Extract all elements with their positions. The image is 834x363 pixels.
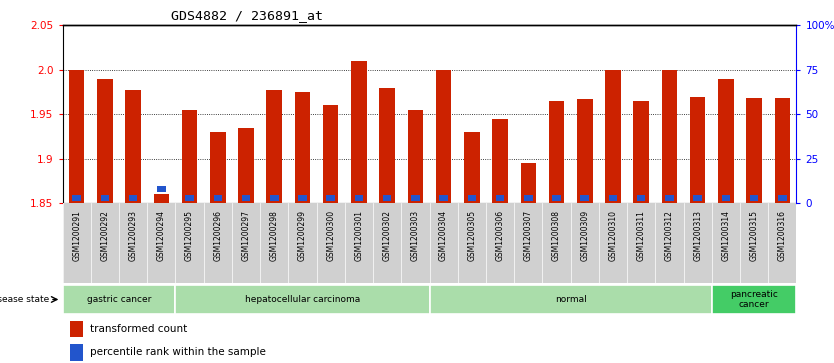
Bar: [97, 79, 113, 203]
Text: GSM1200299: GSM1200299: [298, 210, 307, 261]
FancyBboxPatch shape: [175, 285, 430, 314]
Text: GSM1200303: GSM1200303: [411, 210, 420, 261]
Bar: [153, 195, 169, 203]
Bar: [468, 195, 476, 201]
Text: GSM1200295: GSM1200295: [185, 210, 194, 261]
Text: GSM1200311: GSM1200311: [636, 210, 646, 261]
Text: GSM1200296: GSM1200296: [214, 210, 223, 261]
Bar: [242, 195, 250, 201]
Bar: [775, 98, 790, 203]
Text: GSM1200310: GSM1200310: [609, 210, 617, 261]
Bar: [354, 195, 364, 201]
Text: GSM1200313: GSM1200313: [693, 210, 702, 261]
Text: GSM1200312: GSM1200312: [665, 210, 674, 261]
Text: pancreatic
cancer: pancreatic cancer: [731, 290, 778, 309]
Bar: [267, 90, 282, 203]
Text: GSM1200294: GSM1200294: [157, 210, 166, 261]
Bar: [440, 195, 448, 201]
Bar: [577, 99, 592, 203]
Bar: [411, 195, 420, 201]
Bar: [520, 163, 536, 203]
Bar: [436, 70, 451, 203]
FancyBboxPatch shape: [711, 285, 796, 314]
Bar: [294, 92, 310, 203]
Bar: [73, 195, 81, 201]
Bar: [299, 195, 307, 201]
Text: GSM1200292: GSM1200292: [100, 210, 109, 261]
Bar: [552, 195, 560, 201]
Bar: [157, 186, 166, 192]
Bar: [125, 90, 141, 203]
Bar: [492, 119, 508, 203]
Bar: [69, 70, 84, 203]
Bar: [637, 195, 646, 201]
Bar: [379, 88, 395, 203]
Text: GSM1200298: GSM1200298: [269, 210, 279, 261]
Bar: [323, 106, 339, 203]
Bar: [383, 195, 391, 201]
FancyBboxPatch shape: [63, 285, 175, 314]
Text: GDS4882 / 236891_at: GDS4882 / 236891_at: [171, 9, 323, 22]
Bar: [239, 128, 254, 203]
Bar: [326, 195, 335, 201]
Text: gastric cancer: gastric cancer: [87, 295, 151, 304]
Text: GSM1200307: GSM1200307: [524, 210, 533, 261]
Bar: [693, 195, 702, 201]
Bar: [101, 195, 109, 201]
Text: disease state: disease state: [0, 295, 48, 304]
FancyBboxPatch shape: [430, 285, 711, 314]
Text: normal: normal: [555, 295, 586, 304]
Bar: [605, 70, 620, 203]
Text: transformed count: transformed count: [90, 324, 188, 334]
Text: GSM1200305: GSM1200305: [467, 210, 476, 261]
Text: GSM1200302: GSM1200302: [383, 210, 392, 261]
Text: GSM1200301: GSM1200301: [354, 210, 364, 261]
Text: GSM1200308: GSM1200308: [552, 210, 561, 261]
Bar: [661, 70, 677, 203]
Bar: [214, 195, 222, 201]
Text: GSM1200291: GSM1200291: [73, 210, 81, 261]
Bar: [128, 195, 138, 201]
Bar: [70, 321, 83, 337]
Bar: [185, 195, 193, 201]
Bar: [524, 195, 533, 201]
Bar: [495, 195, 505, 201]
Text: percentile rank within the sample: percentile rank within the sample: [90, 347, 266, 358]
Text: GSM1200306: GSM1200306: [495, 210, 505, 261]
Bar: [351, 61, 367, 203]
Bar: [182, 110, 198, 203]
Text: GSM1200309: GSM1200309: [580, 210, 590, 261]
Bar: [721, 195, 731, 201]
Text: hepatocellular carcinoma: hepatocellular carcinoma: [245, 295, 360, 304]
Bar: [580, 195, 589, 201]
Bar: [609, 195, 617, 201]
Bar: [549, 101, 565, 203]
Bar: [70, 344, 83, 361]
Bar: [690, 97, 706, 203]
Text: GSM1200297: GSM1200297: [242, 210, 250, 261]
Text: GSM1200316: GSM1200316: [778, 210, 786, 261]
Bar: [210, 132, 225, 203]
Bar: [718, 79, 734, 203]
Bar: [408, 110, 423, 203]
Bar: [746, 98, 762, 203]
Text: GSM1200304: GSM1200304: [440, 210, 448, 261]
Bar: [270, 195, 279, 201]
Bar: [464, 132, 480, 203]
Bar: [666, 195, 674, 201]
Text: GSM1200300: GSM1200300: [326, 210, 335, 261]
Bar: [778, 195, 786, 201]
Text: GSM1200293: GSM1200293: [128, 210, 138, 261]
Text: GSM1200314: GSM1200314: [721, 210, 731, 261]
Bar: [634, 101, 649, 203]
Text: GSM1200315: GSM1200315: [750, 210, 759, 261]
Bar: [750, 195, 758, 201]
